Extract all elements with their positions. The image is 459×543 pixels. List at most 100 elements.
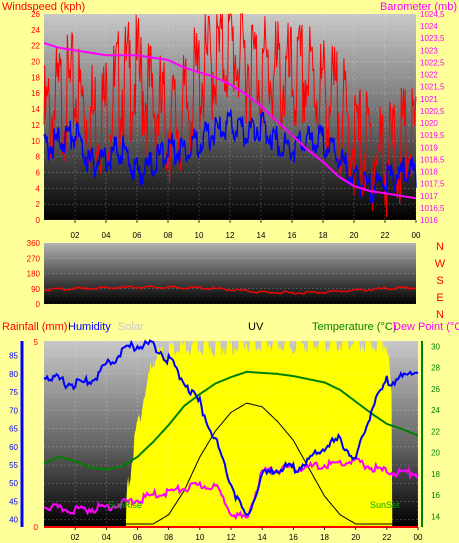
temperature-tick-label: 22 xyxy=(431,427,440,436)
barometer-tick-label: 1016 xyxy=(420,216,438,225)
time-tick-label: 12 xyxy=(227,533,236,542)
solar-series xyxy=(44,341,418,527)
windspeed-tick-label: 6 xyxy=(36,168,41,177)
temperature-tick-label: 24 xyxy=(431,406,440,415)
time-tick-label: 04 xyxy=(102,533,111,542)
compass-letter: W xyxy=(435,258,446,270)
temperature-tick-label: 14 xyxy=(431,512,440,521)
barometer-tick-label: 1022 xyxy=(420,71,438,80)
temperature-tick-label: 26 xyxy=(431,385,440,394)
rainfall-tick-label: 5 xyxy=(34,338,39,347)
direction-tick-label: 90 xyxy=(31,285,40,294)
humidity-tick-label: 50 xyxy=(9,479,18,488)
time-tick-label: 10 xyxy=(195,231,204,240)
uv-axis-label: UV xyxy=(248,321,264,333)
time-tick-label: 06 xyxy=(133,533,142,542)
barometer-line xyxy=(43,42,417,200)
barometer-tick-label: 1017,5 xyxy=(420,180,445,189)
windspeed-tick-label: 0 xyxy=(36,216,41,225)
humidity-axis-label: Humidity xyxy=(68,321,111,333)
time-tick-label: 18 xyxy=(320,533,329,542)
compass-letter: N xyxy=(436,309,444,321)
windspeed-tick-label: 20 xyxy=(31,58,40,67)
humidity-tick-label: 65 xyxy=(9,425,18,434)
windspeed-tick-label: 4 xyxy=(36,184,41,193)
time-tick-label: 22 xyxy=(382,533,391,542)
gust-line xyxy=(43,13,417,218)
time-axis-bottom: 02 04 06 08 10 12 14 16 18 20 22 00 xyxy=(71,527,423,542)
barometer-tick-label: 1022,5 xyxy=(420,58,445,67)
time-axis-top: 02 04 06 08 10 12 14 16 18 20 22 00 xyxy=(71,220,421,240)
time-tick-label: 08 xyxy=(164,231,173,240)
time-tick-label: 12 xyxy=(226,231,235,240)
temperature-tick-label: 18 xyxy=(431,470,440,479)
windspeed-tick-label: 26 xyxy=(31,10,40,19)
direction-tick-label: 180 xyxy=(27,270,41,279)
humidity-tick-label: 85 xyxy=(9,352,18,361)
compass-letter: S xyxy=(436,275,443,287)
humidity-tick-label: 40 xyxy=(9,516,18,525)
time-tick-label: 06 xyxy=(133,231,142,240)
barometer-tick-label: 1021,5 xyxy=(420,83,445,92)
barometer-tick-label: 1019 xyxy=(420,143,438,152)
windspeed-tick-label: 12 xyxy=(31,121,40,130)
temperature-tick-label: 30 xyxy=(431,342,440,351)
time-tick-label: 14 xyxy=(257,231,266,240)
barometer-ticks: 1016 1016,5 1017 1017,5 1018 1018,5 1019 1019,5… xyxy=(420,10,445,225)
windspeed-tick-label: 8 xyxy=(36,153,41,162)
time-tick-label: 20 xyxy=(351,533,360,542)
barometer-axis-label: Barometer (mb) xyxy=(380,1,457,13)
barometer-tick-label: 1023 xyxy=(420,46,438,55)
direction-tick-label: 360 xyxy=(27,239,41,248)
time-tick-label: 02 xyxy=(71,231,80,240)
barometer-tick-label: 1021 xyxy=(420,95,438,104)
direction-plot-area xyxy=(44,243,416,304)
barometer-tick-label: 1024,5 xyxy=(420,10,445,19)
barometer-tick-label: 1018,5 xyxy=(420,155,445,164)
time-tick-label: 00 xyxy=(414,533,423,542)
humidity-tick-label: 45 xyxy=(9,497,18,506)
temperature-axis-label: Temperature (°C) xyxy=(312,321,396,333)
rainfall-axis-label: Rainfall (mm) xyxy=(2,321,67,333)
time-tick-label: 00 xyxy=(412,231,421,240)
barometer-tick-label: 1017 xyxy=(420,192,438,201)
time-tick-label: 04 xyxy=(102,231,111,240)
humidity-tick-label: 70 xyxy=(9,406,18,415)
barometer-tick-label: 1020,5 xyxy=(420,107,445,116)
windspeed-tick-label: 18 xyxy=(31,73,40,82)
windspeed-tick-label: 2 xyxy=(36,200,41,209)
direction-ticks: 0 90 180 270 360 xyxy=(27,239,41,309)
windspeed-tick-label: 24 xyxy=(31,26,40,35)
barometer-tick-label: 1019,5 xyxy=(420,131,445,140)
direction-tick-label: 270 xyxy=(27,254,41,263)
average-wind-line xyxy=(43,109,417,205)
humidity-tick-label: 60 xyxy=(9,443,18,452)
humidity-tick-label: 75 xyxy=(9,388,18,397)
time-tick-label: 10 xyxy=(195,533,204,542)
barometer-tick-label: 1016,5 xyxy=(420,204,445,213)
rain-temp-grid xyxy=(44,341,419,527)
barometer-tick-label: 1023,5 xyxy=(420,34,445,43)
rainfall-tick-label: 0 xyxy=(34,523,39,532)
temperature-tick-label: 20 xyxy=(431,449,440,458)
barometer-tick-label: 1024 xyxy=(420,22,438,31)
dew-point-axis-label: Dew Point (°C) xyxy=(393,321,459,333)
windspeed-tick-label: 14 xyxy=(31,105,40,114)
temperature-ticks: 14 16 18 20 22 24 26 28 30 xyxy=(421,341,441,527)
time-tick-label: 02 xyxy=(71,533,80,542)
windspeed-tick-label: 10 xyxy=(31,137,40,146)
temperature-tick-label: 28 xyxy=(431,364,440,373)
direction-tick-label: 0 xyxy=(36,300,41,309)
direction-series xyxy=(43,285,417,295)
time-tick-label: 16 xyxy=(288,231,297,240)
uv-line xyxy=(44,402,418,525)
barometer-tick-label: 1018 xyxy=(420,168,438,177)
temperature-tick-label: 16 xyxy=(431,491,440,500)
humidity-tick-label: 80 xyxy=(9,370,18,379)
temperature-line xyxy=(43,370,419,471)
windspeed-tick-label: 22 xyxy=(31,42,40,51)
windspeed-tick-label: 16 xyxy=(31,89,40,98)
direction-line xyxy=(43,285,417,295)
